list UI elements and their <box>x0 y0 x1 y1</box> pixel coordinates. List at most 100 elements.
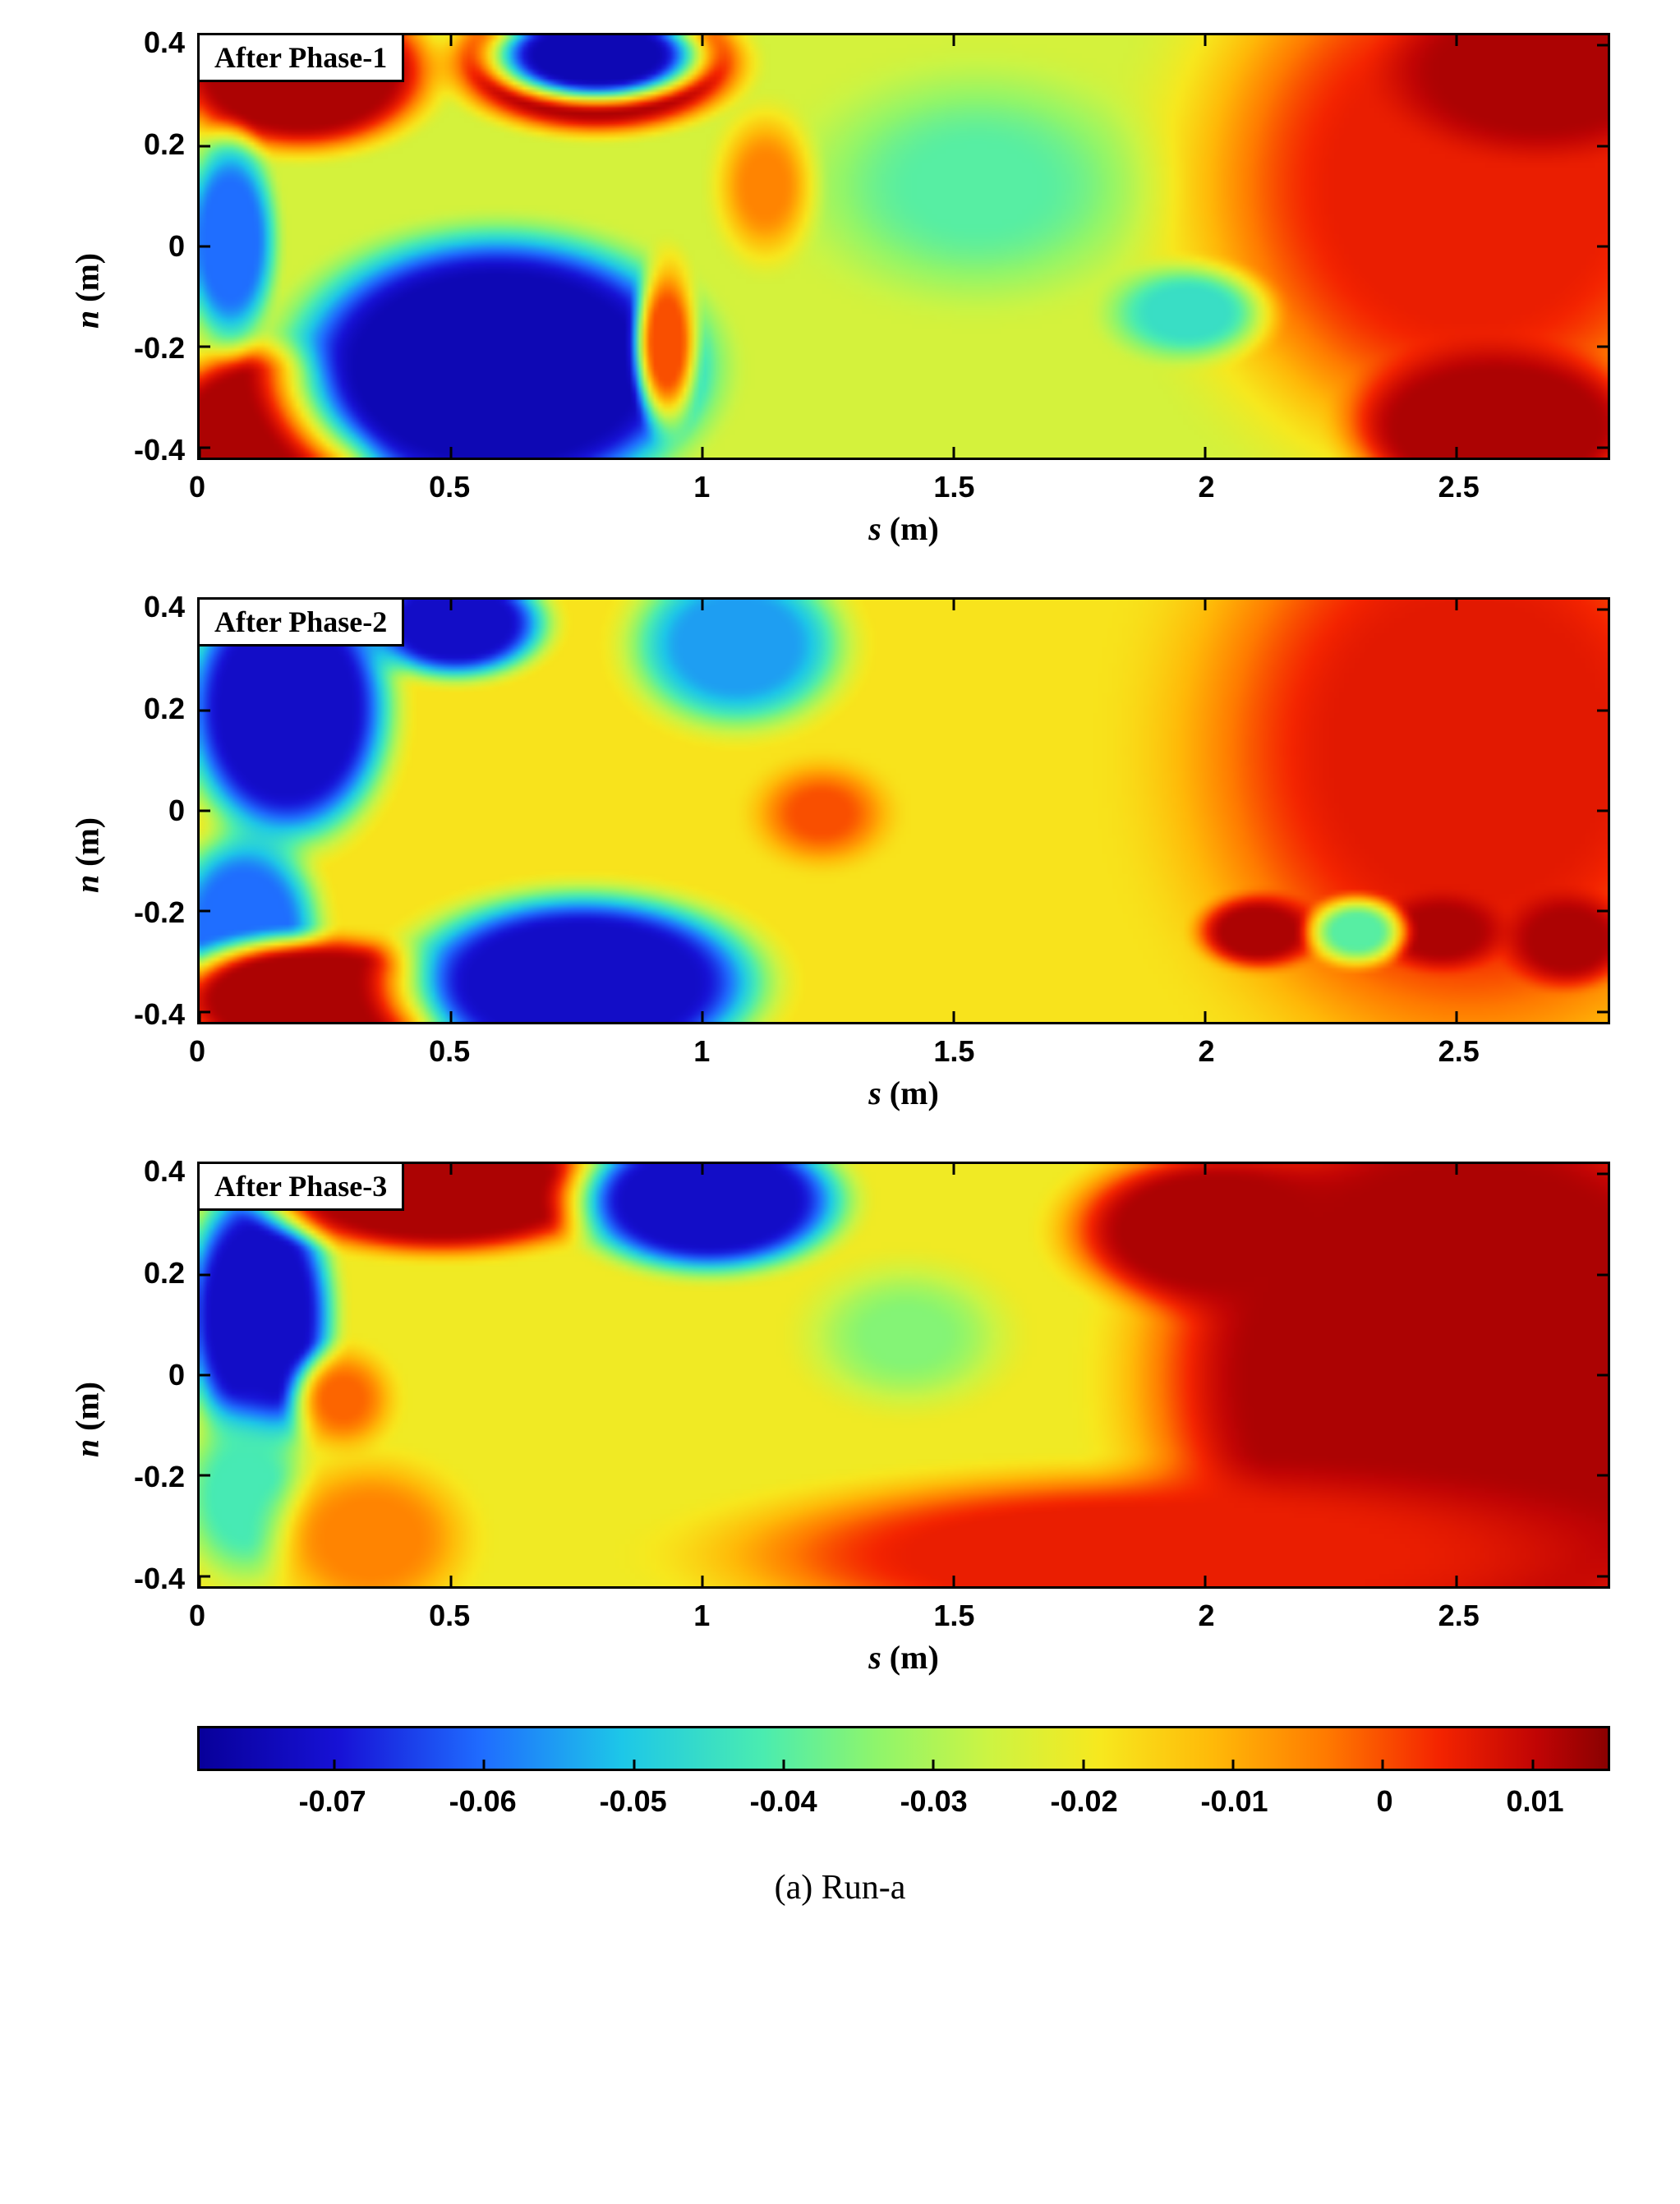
x-tick-mark <box>702 597 704 610</box>
phase-label: After Phase-2 <box>197 597 404 646</box>
y-axis-label: n (m) <box>68 1381 107 1456</box>
x-tick-mark <box>702 1576 704 1589</box>
colorbar-tick-mark <box>783 1760 785 1771</box>
colorbar-tick-mark <box>1232 1760 1235 1771</box>
y-tick-label: -0.2 <box>111 1460 185 1494</box>
x-tick-label: 2 <box>1199 1599 1215 1633</box>
y-tick-mark <box>1597 1575 1610 1577</box>
x-tick-mark <box>1456 1011 1458 1024</box>
x-tick-mark <box>702 1162 704 1175</box>
x-tick-mark <box>1204 447 1207 460</box>
x-axis-label: s (m) <box>197 1638 1610 1677</box>
colorbar-container: -0.07-0.06-0.05-0.04-0.03-0.02-0.0100.01 <box>197 1726 1647 1819</box>
x-tick-mark <box>1204 33 1207 46</box>
plot-area: After Phase-2 <box>197 597 1610 1024</box>
y-tick-label: 0 <box>111 229 185 264</box>
x-tick-mark <box>953 1162 955 1175</box>
y-tick-mark <box>1597 810 1610 812</box>
colorbar-tick-label: -0.06 <box>449 1784 517 1819</box>
y-tick-mark <box>197 709 210 711</box>
y-tick-mark <box>1597 1273 1610 1276</box>
x-tick-mark <box>702 1011 704 1024</box>
y-tick-mark <box>1597 609 1610 611</box>
y-tick-mark <box>197 145 210 147</box>
y-axis-label: n (m) <box>68 252 107 328</box>
x-tick-label: 2.5 <box>1438 470 1480 504</box>
x-tick-mark <box>1456 597 1458 610</box>
x-tick-mark <box>450 447 453 460</box>
x-tick-label: 1 <box>693 1034 710 1069</box>
phase-label: After Phase-1 <box>197 33 404 82</box>
heatmap-canvas <box>200 600 1608 1022</box>
phase-label: After Phase-3 <box>197 1162 404 1211</box>
y-tick-mark <box>1597 346 1610 348</box>
colorbar-tick-mark <box>932 1760 935 1771</box>
colorbar-tick-mark <box>633 1760 635 1771</box>
x-tick-mark <box>1456 447 1458 460</box>
figure-container: n (m)0.40.20-0.2-0.4After Phase-100.511.… <box>33 33 1647 1907</box>
x-tick-mark <box>199 1576 201 1589</box>
x-ticks: 00.511.522.5 <box>197 1589 1610 1630</box>
x-tick-mark <box>1204 1576 1207 1589</box>
x-ticks: 00.511.522.5 <box>197 460 1610 501</box>
y-tick-mark <box>197 1475 210 1477</box>
y-tick-mark <box>1597 446 1610 449</box>
colorbar-ticks: -0.07-0.06-0.05-0.04-0.03-0.02-0.0100.01 <box>197 1778 1610 1819</box>
x-tick-mark <box>199 1011 201 1024</box>
y-tick-mark <box>197 346 210 348</box>
x-axis-label: s (m) <box>197 1074 1610 1112</box>
y-tick-mark <box>1597 910 1610 913</box>
y-tick-mark <box>1597 1010 1610 1013</box>
y-ticks: 0.40.20-0.2-0.4 <box>111 33 193 460</box>
x-tick-label: 1 <box>693 470 710 504</box>
x-tick-mark <box>1204 1162 1207 1175</box>
y-tick-label: -0.4 <box>111 997 185 1032</box>
y-tick-mark <box>197 910 210 913</box>
y-tick-label: 0 <box>111 794 185 828</box>
colorbar-tick-label: -0.02 <box>1051 1784 1118 1819</box>
x-tick-label: 0.5 <box>429 470 470 504</box>
x-tick-mark <box>450 1011 453 1024</box>
y-tick-mark <box>1597 709 1610 711</box>
colorbar-tick-label: -0.05 <box>600 1784 667 1819</box>
x-tick-mark <box>953 33 955 46</box>
colorbar-tick-mark <box>334 1760 336 1771</box>
colorbar-tick-label: 0 <box>1377 1784 1393 1819</box>
figure-caption: (a) Run-a <box>33 1868 1647 1907</box>
x-tick-label: 2 <box>1199 470 1215 504</box>
x-tick-label: 0 <box>189 470 205 504</box>
x-tick-label: 2.5 <box>1438 1034 1480 1069</box>
x-tick-mark <box>953 1011 955 1024</box>
y-tick-mark <box>1597 1173 1610 1176</box>
x-tick-mark <box>1456 1162 1458 1175</box>
y-tick-label: -0.2 <box>111 331 185 366</box>
y-tick-label: 0.4 <box>111 590 185 624</box>
colorbar <box>197 1726 1610 1771</box>
y-tick-mark <box>1597 44 1610 47</box>
heatmap-canvas <box>200 1164 1608 1586</box>
colorbar-tick-label: -0.04 <box>750 1784 817 1819</box>
x-tick-mark <box>702 33 704 46</box>
colorbar-tick-mark <box>483 1760 486 1771</box>
y-tick-mark <box>197 810 210 812</box>
x-tick-mark <box>450 597 453 610</box>
y-tick-label: 0.2 <box>111 127 185 162</box>
x-tick-label: 0.5 <box>429 1599 470 1633</box>
x-tick-label: 1.5 <box>933 1034 974 1069</box>
x-tick-mark <box>1204 1011 1207 1024</box>
x-tick-mark <box>450 1162 453 1175</box>
colorbar-tick-mark <box>1382 1760 1384 1771</box>
y-tick-mark <box>1597 145 1610 147</box>
y-tick-label: -0.2 <box>111 895 185 930</box>
colorbar-tick-label: -0.03 <box>900 1784 968 1819</box>
panel-1: n (m)0.40.20-0.2-0.4After Phase-100.511.… <box>33 33 1647 548</box>
x-tick-mark <box>1456 33 1458 46</box>
y-tick-mark <box>197 246 210 248</box>
x-axis-label: s (m) <box>197 509 1610 548</box>
colorbar-tick-label: 0.01 <box>1506 1784 1563 1819</box>
colorbar-tick-mark <box>1531 1760 1534 1771</box>
panel-2: n (m)0.40.20-0.2-0.4After Phase-200.511.… <box>33 597 1647 1112</box>
x-tick-mark <box>450 33 453 46</box>
y-tick-label: 0.2 <box>111 692 185 726</box>
x-tick-mark <box>953 1576 955 1589</box>
